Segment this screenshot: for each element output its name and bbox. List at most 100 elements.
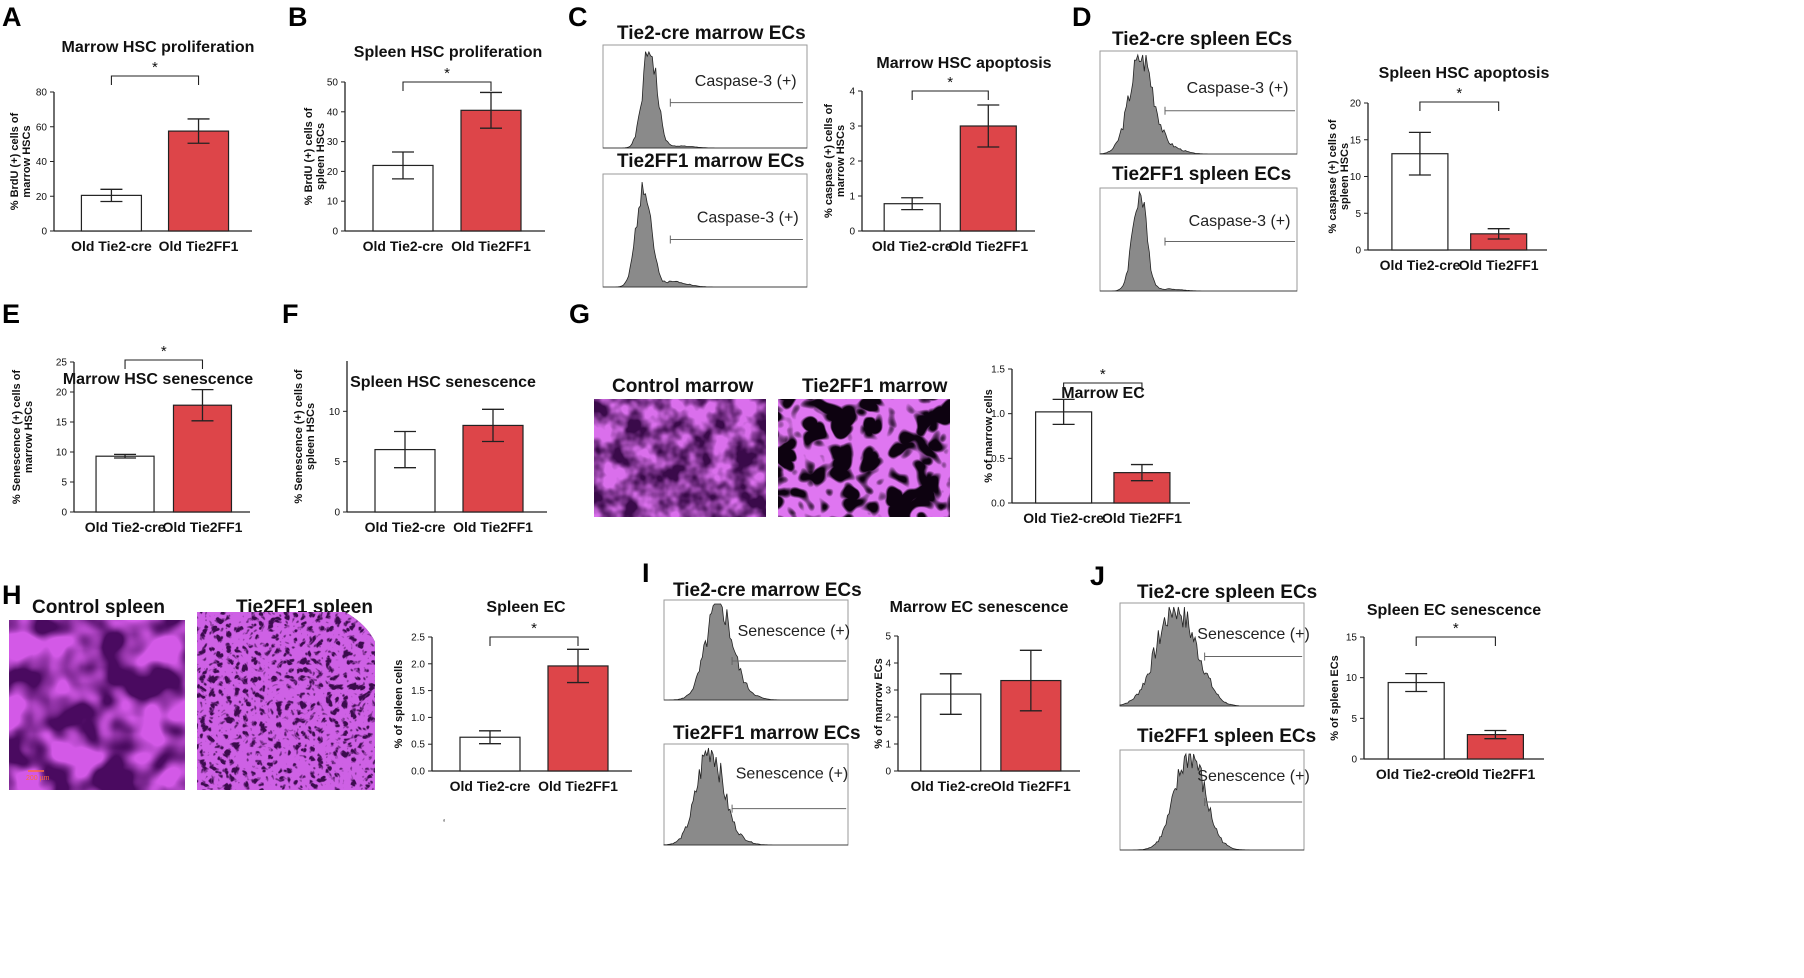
significance-bracket <box>1419 101 1500 111</box>
gate-label: Caspase-3 (+) <box>1189 213 1291 230</box>
significance-bracket <box>402 81 492 91</box>
x-tick-label: Old Tie2FF1 <box>451 238 531 254</box>
y-tick-label: 15 <box>56 418 68 429</box>
flow-panel-tie2ff1-spleen-caspase: Tie2FF1 spleen ECs Caspase-3 (+) <box>1099 164 1298 292</box>
y-tick-label: 10 <box>327 197 339 208</box>
scale-bar-label: 200 µm <box>26 775 50 782</box>
y-axis-label: % caspase (+) cells of <box>823 104 835 218</box>
y-tick-label: 0.5 <box>991 454 1005 465</box>
panel-letter-f: F <box>282 299 299 329</box>
x-tick-label: Old Tie2FF1 <box>159 238 239 254</box>
chart-title: Spleen HSC proliferation <box>354 44 542 61</box>
panel-letter-d: D <box>1072 2 1092 32</box>
y-axis-label: spleen HSCs <box>315 123 327 190</box>
y-axis-label: % caspase (+) cells of <box>1327 119 1339 233</box>
micrograph-tie2ff1-spleen: Tie2FF1 spleen <box>197 597 375 790</box>
flow-title: Tie2FF1 spleen ECs <box>1137 726 1316 747</box>
y-tick-label: 1.5 <box>991 365 1005 376</box>
x-tick-label: Old Tie2-cre <box>1380 257 1461 273</box>
bar <box>460 109 522 232</box>
y-axis-label: marrow HSCs <box>23 401 35 473</box>
chart-title: Spleen EC <box>486 599 566 616</box>
x-tick-label: Old Tie2FF1 <box>1459 257 1539 273</box>
significance-bracket <box>489 636 579 646</box>
chart-spleen-hsc-proliferation: Spleen HSC proliferation % BrdU (+) cells… <box>303 44 545 254</box>
y-tick-label: 0 <box>332 227 338 238</box>
significance-star: * <box>444 65 450 82</box>
significance-star: * <box>947 74 953 91</box>
y-tick-label: 10 <box>1350 172 1362 183</box>
x-tick-label: Old Tie2FF1 <box>1102 510 1182 526</box>
micrograph-control-marrow-texture <box>594 399 766 517</box>
flow-title: Tie2-cre marrow ECs <box>617 23 806 44</box>
y-tick-label: 5 <box>1351 714 1357 725</box>
flow-panel-tie2cre-spleen-caspase: Tie2-cre spleen ECs Caspase-3 (+) <box>1099 29 1298 155</box>
significance-star: * <box>152 59 158 76</box>
y-tick-label: 60 <box>36 122 48 133</box>
chart-marrow-hsc-proliferation: Marrow HSC proliferation % BrdU (+) cells… <box>9 39 254 254</box>
y-tick-label: 30 <box>327 137 339 148</box>
flow-panel-tie2cre-marrow-senescence: Tie2-cre marrow ECs Senescence (+) <box>663 580 862 701</box>
flow-histogram <box>663 747 848 846</box>
gate-label: Caspase-3 (+) <box>1187 80 1289 97</box>
y-tick-label: 10 <box>329 407 341 418</box>
y-tick-label: 10 <box>1346 673 1358 684</box>
bar <box>167 130 230 232</box>
significance-star: * <box>1456 85 1462 102</box>
chart-title: Marrow HSC proliferation <box>62 39 255 56</box>
chart-marrow-hsc-apoptosis: Marrow HSC apoptosis % caspase (+) cells … <box>823 55 1052 254</box>
bar <box>1387 681 1445 760</box>
y-tick-label: 2.0 <box>411 659 425 670</box>
micrograph-tie2ff1-spleen-clip <box>197 612 375 790</box>
flow-histogram <box>1100 190 1297 292</box>
image-title-control-marrow: Control marrow <box>612 376 754 397</box>
flow-histogram <box>1099 53 1297 155</box>
y-axis-label: % of spleen cells <box>393 660 405 749</box>
y-tick-label: 10 <box>56 448 68 459</box>
x-tick-label: Old Tie2FF1 <box>991 778 1071 794</box>
y-tick-label: 0 <box>849 227 855 238</box>
y-tick-label: 0 <box>885 767 891 778</box>
y-tick-label: 0 <box>1351 755 1357 766</box>
y-tick-label: 0 <box>41 227 47 238</box>
chart-title: Spleen HSC senescence <box>350 374 536 391</box>
y-tick-label: 1.0 <box>411 713 425 724</box>
x-tick-label: Old Tie2-cre <box>1023 510 1104 526</box>
y-tick-label: 15 <box>1346 633 1358 644</box>
panel-letter-h: H <box>2 580 22 610</box>
significance-bracket <box>110 75 200 85</box>
flow-title: Tie2-cre marrow ECs <box>673 580 862 601</box>
x-tick-label: Old Tie2FF1 <box>538 778 618 794</box>
flow-title: Tie2FF1 spleen ECs <box>1112 164 1291 185</box>
panel-letters: A B C D E F G H I J <box>2 2 1105 610</box>
panel-letter-a: A <box>2 2 22 32</box>
panel-letter-g: G <box>569 299 590 329</box>
micrograph-control-marrow: Control marrow <box>594 376 766 517</box>
x-tick-label: Old Tie2-cre <box>71 238 152 254</box>
chart-spleen-hsc-apoptosis: Spleen HSC apoptosis % caspase (+) cells … <box>1327 65 1549 273</box>
y-tick-label: 0 <box>334 508 340 519</box>
y-tick-label: 50 <box>327 78 339 89</box>
chart-title: Marrow EC senescence <box>890 599 1069 616</box>
y-tick-label: 20 <box>1350 99 1362 110</box>
y-tick-label: 1 <box>849 192 855 203</box>
y-tick-label: 20 <box>36 192 48 203</box>
flow-panel-tie2cre-spleen-senescence: Tie2-cre spleen ECs Senescence (+) <box>1119 582 1317 707</box>
image-title-tie2ff1-marrow: Tie2FF1 marrow <box>802 376 948 397</box>
flow-histogram <box>603 50 807 149</box>
y-tick-label: 0.0 <box>411 767 425 778</box>
y-tick-label: 15 <box>1350 135 1362 146</box>
significance-star: * <box>531 620 537 637</box>
y-axis-label: marrow HSCs <box>835 125 847 197</box>
x-tick-label: Old Tie2-cre <box>363 238 444 254</box>
y-axis-label: spleen HSCs <box>305 403 317 470</box>
x-tick-label: Old Tie2-cre <box>85 519 166 535</box>
y-tick-label: 80 <box>36 88 48 99</box>
flow-title: Tie2FF1 marrow ECs <box>617 151 805 172</box>
y-tick-label: 5 <box>885 632 891 643</box>
micrograph-control-spleen-texture <box>9 620 185 790</box>
chart-spleen-ec-senescence: Spleen EC senescence % of spleen ECs 0 5 10 1… <box>1329 602 1544 782</box>
stray-mark: ‘ <box>443 818 445 829</box>
y-tick-label: 40 <box>327 107 339 118</box>
